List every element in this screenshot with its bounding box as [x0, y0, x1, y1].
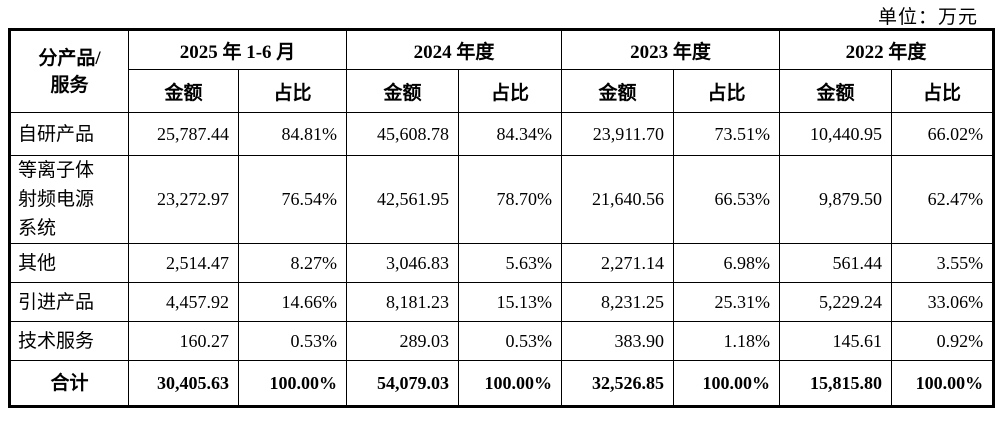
amount-cell: 54,079.03: [346, 360, 460, 407]
amount-cell: 10,440.95: [779, 112, 893, 156]
table-row: 自研产品 25,787.44 84.81% 45,608.78 84.34% 2…: [9, 112, 995, 156]
amount-cell: 45,608.78: [346, 112, 460, 156]
revenue-by-product-table: 分产品/ 服务 2025 年 1-6 月 2024 年度 2023 年度 202…: [8, 28, 996, 408]
period-header-2025h1: 2025 年 1-6 月: [127, 29, 348, 70]
share-cell: 66.53%: [673, 155, 781, 244]
total-row: 合计 30,405.63 100.00% 54,079.03 100.00% 3…: [9, 360, 995, 407]
period-header-2023: 2023 年度: [561, 29, 781, 70]
amount-cell: 8,181.23: [346, 282, 460, 322]
amount-cell: 383.90: [561, 321, 675, 361]
amount-cell: 21,640.56: [561, 155, 675, 244]
share-header: 占比: [673, 69, 781, 113]
share-header: 占比: [458, 69, 563, 113]
share-cell: 66.02%: [891, 112, 995, 156]
unit-label: 单位：万元: [877, 7, 978, 28]
amount-cell: 30,405.63: [128, 360, 239, 407]
share-cell: 25.31%: [673, 282, 781, 322]
table-row: 等离子体 射频电源 系统 23,272.97 76.54% 42,561.95 …: [9, 155, 995, 244]
amount-header: 金额: [561, 69, 675, 113]
share-cell: 78.70%: [458, 155, 563, 244]
row-label: 等离子体 射频电源 系统: [9, 155, 129, 244]
share-cell: 100.00%: [237, 360, 348, 407]
header-row-measures: 金额 占比 金额 占比 金额 占比 金额 占比: [10, 69, 995, 113]
amount-cell: 5,229.24: [779, 282, 893, 322]
share-header: 占比: [891, 69, 995, 113]
share-cell: 0.53%: [458, 321, 563, 361]
amount-header: 金额: [346, 69, 460, 113]
amount-cell: 561.44: [779, 243, 893, 283]
header-row-periods: 分产品/ 服务 2025 年 1-6 月 2024 年度 2023 年度 202…: [9, 29, 995, 113]
amount-cell: 23,272.97: [128, 155, 239, 244]
table-row: 其他 2,514.47 8.27% 3,046.83 5.63% 2,271.1…: [9, 243, 995, 283]
amount-cell: 145.61: [779, 321, 893, 361]
row-label: 自研产品: [9, 112, 129, 156]
amount-cell: 25,787.44: [128, 112, 239, 156]
amount-cell: 4,457.92: [128, 282, 239, 322]
amount-cell: 3,046.83: [346, 243, 460, 283]
share-cell: 6.98%: [673, 243, 781, 283]
share-cell: 0.92%: [891, 321, 995, 361]
product-service-header: 分产品/ 服务: [9, 29, 129, 113]
share-cell: 8.27%: [237, 243, 348, 283]
share-cell: 62.47%: [891, 155, 995, 244]
amount-cell: 15,815.80: [779, 360, 893, 407]
amount-header: 金额: [779, 69, 893, 113]
period-header-2024: 2024 年度: [346, 29, 563, 70]
total-row-label: 合计: [9, 360, 129, 407]
share-cell: 84.34%: [458, 112, 563, 156]
share-cell: 100.00%: [458, 360, 563, 407]
share-cell: 100.00%: [673, 360, 781, 407]
table-row: 引进产品 4,457.92 14.66% 8,181.23 15.13% 8,2…: [9, 282, 995, 322]
row-label: 技术服务: [9, 321, 129, 361]
row-label: 其他: [9, 243, 129, 283]
amount-cell: 2,514.47: [128, 243, 239, 283]
amount-cell: 8,231.25: [561, 282, 675, 322]
share-cell: 5.63%: [458, 243, 563, 283]
share-cell: 73.51%: [673, 112, 781, 156]
share-cell: 15.13%: [458, 282, 563, 322]
share-header: 占比: [237, 69, 348, 113]
share-cell: 100.00%: [891, 360, 995, 407]
amount-cell: 9,879.50: [779, 155, 893, 244]
table-row: 技术服务 160.27 0.53% 289.03 0.53% 383.90 1.…: [9, 321, 995, 361]
amount-cell: 42,561.95: [346, 155, 460, 244]
amount-cell: 32,526.85: [561, 360, 675, 407]
amount-cell: 23,911.70: [561, 112, 675, 156]
share-cell: 1.18%: [673, 321, 781, 361]
amount-cell: 160.27: [128, 321, 239, 361]
row-label: 引进产品: [9, 282, 129, 322]
amount-cell: 2,271.14: [561, 243, 675, 283]
share-cell: 14.66%: [237, 282, 348, 322]
amount-cell: 289.03: [346, 321, 460, 361]
period-header-2022: 2022 年度: [779, 29, 995, 70]
share-cell: 76.54%: [237, 155, 348, 244]
share-cell: 84.81%: [237, 112, 348, 156]
share-cell: 3.55%: [891, 243, 995, 283]
share-cell: 0.53%: [237, 321, 348, 361]
share-cell: 33.06%: [891, 282, 995, 322]
amount-header: 金额: [128, 69, 239, 113]
